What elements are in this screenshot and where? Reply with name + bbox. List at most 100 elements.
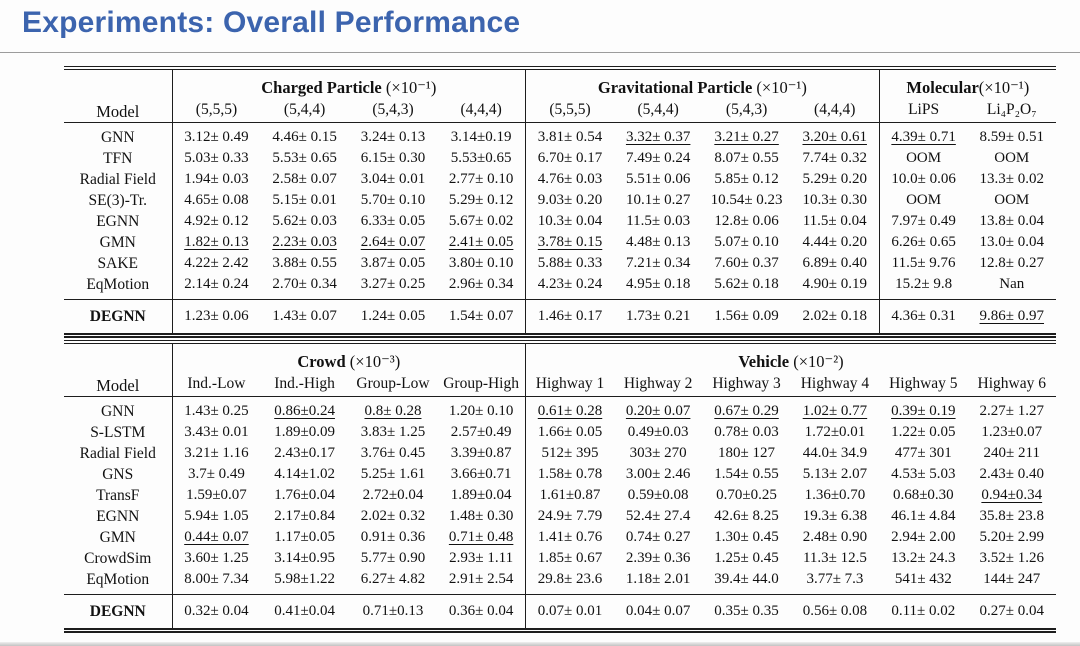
value-cell: 5.67± 0.02	[448, 213, 514, 229]
value-cell: 8.07± 0.55	[714, 150, 779, 166]
value-cell: 3.66±0.71	[450, 466, 512, 482]
value-cell: 0.49±0.03	[627, 424, 689, 440]
value-cell: 7.21± 0.34	[625, 255, 691, 271]
table-row: Radial Field 3.21± 1.16 2.43±0.17 3.76± 0.4…	[64, 443, 1056, 464]
table-row: EGNN 5.94± 1.05 2.17±0.84 2.02± 0.32 1.48± 0…	[64, 506, 1056, 527]
value-cell: 2.72±0.04	[362, 487, 424, 503]
value-cell: 1.43± 0.07	[272, 308, 337, 324]
crowd-vehicle-table-wrap: Model Crowd (×10⁻³) Vehicle (×10⁻²) Ind.-Lo…	[64, 340, 1056, 633]
value-cell: 3.21± 1.16	[171, 443, 261, 464]
value-cell: 3.32± 0.37	[625, 129, 691, 145]
value-cell: 3.7± 0.49	[171, 464, 261, 485]
value-cell: 46.1± 4.84	[891, 508, 956, 524]
table-row: DEGNN 1.23± 0.06 1.43± 0.07 1.24± 0.05 1.54±…	[64, 299, 1056, 336]
value-cell: 9.03± 0.20	[525, 190, 614, 211]
value-cell: 3.78± 0.15	[525, 232, 614, 253]
value-cell: 1.23±0.07	[981, 424, 1043, 440]
value-cell: 1.76±0.04	[274, 487, 335, 503]
value-cell: 3.81± 0.54	[525, 122, 614, 148]
value-cell: 6.15± 0.30	[360, 150, 426, 166]
value-cell: 1.36±0.70	[804, 487, 866, 503]
value-cell: 1.73± 0.21	[625, 308, 691, 324]
value-cell: 0.91± 0.36	[360, 529, 426, 545]
value-cell: 3.76± 0.45	[360, 445, 426, 461]
value-cell: 0.94±0.34	[981, 487, 1043, 503]
value-cell: 4.46± 0.15	[272, 129, 337, 145]
value-cell: 1.61±0.87	[525, 485, 614, 506]
model-column-header: Model	[96, 102, 140, 121]
column-header: Li₄P₂O₇	[986, 101, 1037, 118]
model-name: GNN	[100, 403, 135, 420]
table-row: SE(3)-Tr. 4.65± 0.08 5.15± 0.01 5.70± 0.10 5…	[64, 190, 1056, 211]
value-cell: 2.48± 0.90	[802, 529, 868, 545]
value-cell: 0.71±0.13	[362, 603, 424, 619]
value-cell: 1.22± 0.05	[891, 424, 956, 440]
value-cell: 3.60± 1.25	[171, 548, 261, 569]
value-cell: 4.76± 0.03	[525, 169, 614, 190]
value-cell: 1.18± 2.01	[625, 571, 691, 587]
value-cell: 13.0± 0.04	[979, 234, 1045, 250]
table-row: S-LSTM 3.43± 0.01 1.89±0.09 3.83± 1.25 2.57±…	[64, 422, 1056, 443]
value-cell: 5.29± 0.12	[448, 192, 514, 208]
value-cell: 5.62± 0.03	[272, 213, 337, 229]
value-cell: 2.43± 0.40	[979, 466, 1044, 482]
model-name: EGNN	[96, 213, 140, 230]
value-cell: 0.07± 0.01	[525, 594, 614, 631]
value-cell: 1.89±0.04	[450, 487, 512, 503]
value-cell: 1.82± 0.13	[171, 232, 261, 253]
value-cell: 2.02± 0.32	[360, 508, 426, 524]
model-name: GNN	[100, 129, 135, 146]
particle-molecular-table-wrap: Model Charged Particle (×10⁻¹) Gravitation…	[64, 66, 1056, 338]
value-cell: 5.77± 0.90	[360, 550, 426, 566]
table-row: EGNN 4.92± 0.12 5.62± 0.03 6.33± 0.05 5.67± …	[64, 211, 1056, 232]
model-name: CrowdSim	[84, 550, 152, 567]
value-cell: 1.56± 0.09	[714, 308, 779, 324]
value-cell: 12.8± 0.06	[714, 213, 779, 229]
title-divider	[0, 52, 1080, 53]
value-cell: 7.60± 0.37	[714, 255, 779, 271]
value-cell: 0.04± 0.07	[625, 603, 691, 619]
value-cell: OOM	[994, 192, 1030, 208]
value-cell: 1.54± 0.55	[714, 466, 779, 482]
value-cell: 4.36± 0.31	[878, 299, 968, 336]
value-cell: 3.52± 1.26	[979, 550, 1044, 566]
value-cell: 29.8± 23.6	[525, 569, 614, 595]
value-cell: 13.2± 24.3	[891, 550, 956, 566]
value-cell: 7.49± 0.24	[625, 150, 691, 166]
value-cell: 1.02± 0.77	[802, 403, 868, 419]
value-cell: 5.25± 1.61	[360, 466, 426, 482]
model-name: EqMotion	[86, 571, 150, 588]
value-cell: 10.0± 0.06	[878, 169, 968, 190]
value-cell: 2.94± 2.00	[891, 529, 956, 545]
value-cell: 1.72±0.01	[804, 424, 866, 440]
column-header: (5,4,4)	[283, 101, 326, 118]
value-cell: 0.67± 0.29	[714, 403, 779, 419]
value-cell: 1.94± 0.03	[171, 169, 261, 190]
value-cell: 10.3± 0.04	[525, 211, 614, 232]
value-cell: 5.51± 0.06	[625, 171, 691, 187]
value-cell: 1.43± 0.25	[171, 396, 261, 422]
header-row-groups: Model Charged Particle (×10⁻¹) Gravitation…	[64, 68, 1056, 121]
table-row: GMN 0.44± 0.07 1.17±0.05 0.91± 0.36 0.71± 0.…	[64, 527, 1056, 548]
model-name: DEGNN	[89, 307, 146, 325]
column-header: Highway 4	[800, 375, 870, 392]
value-cell: 1.54± 0.07	[448, 308, 514, 324]
value-cell: 7.97± 0.49	[878, 211, 968, 232]
header-row-subcolumns: Ind.-Low Ind.-High Group-Low Group-High High…	[64, 372, 1056, 397]
results-table-particle-molecular: Model Charged Particle (×10⁻¹) Gravitation…	[64, 66, 1056, 338]
results-table-crowd-vehicle: Model Crowd (×10⁻³) Vehicle (×10⁻²) Ind.-Lo…	[64, 340, 1056, 633]
value-cell: 5.85± 0.12	[714, 171, 779, 187]
value-cell: 2.02± 0.18	[802, 308, 867, 324]
value-cell: 2.58± 0.07	[272, 171, 337, 187]
value-cell: 0.74± 0.27	[625, 529, 691, 545]
value-cell: 2.17±0.84	[274, 508, 335, 524]
value-cell: 12.8± 0.27	[979, 255, 1045, 271]
model-name: TFN	[103, 150, 133, 167]
value-cell: 5.03± 0.33	[171, 148, 261, 169]
value-cell: 0.20± 0.07	[625, 403, 691, 419]
value-cell: 3.24± 0.13	[360, 129, 426, 145]
value-cell: 1.25± 0.45	[714, 550, 779, 566]
value-cell: 3.14±0.19	[450, 129, 512, 145]
table-row: EqMotion 2.14± 0.24 2.70± 0.34 3.27± 0.25 2.…	[64, 274, 1056, 300]
